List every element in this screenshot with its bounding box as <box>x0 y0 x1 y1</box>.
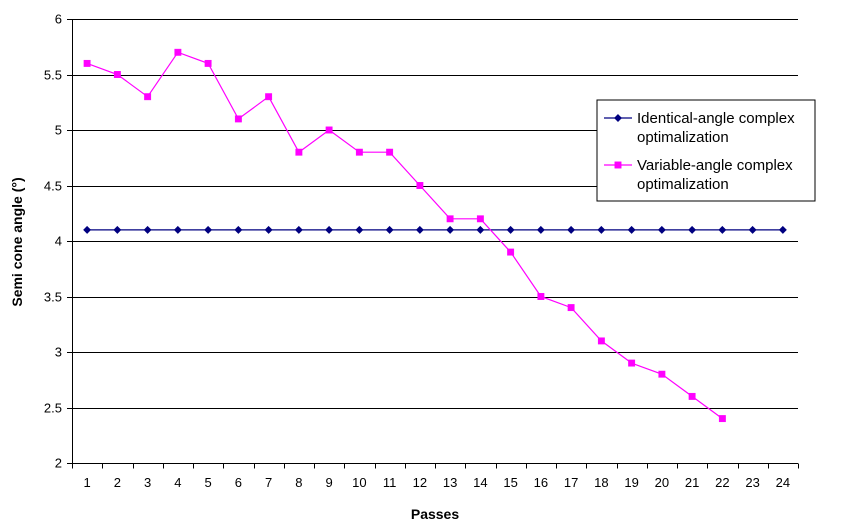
square-marker <box>476 215 484 223</box>
diamond-marker <box>264 225 273 234</box>
square-marker <box>537 293 545 300</box>
legend-box <box>596 99 816 202</box>
square-marker <box>628 359 636 367</box>
square-marker <box>144 93 152 101</box>
diamond-marker <box>385 225 394 234</box>
x-tick-label: 22 <box>715 475 729 490</box>
diamond-marker <box>567 225 576 234</box>
square-marker <box>386 148 394 156</box>
series-2 <box>83 48 726 423</box>
square-marker <box>174 48 182 56</box>
axis-layer <box>67 19 799 469</box>
diamond-marker <box>173 225 182 234</box>
diamond-marker <box>718 225 727 234</box>
label-layer: 22.533.544.555.561 2 3 4 5 6 7 8 9 10 11 12 13 14 15 16… <box>44 12 790 491</box>
x-tick-label: 9 <box>326 475 333 490</box>
diamond-marker <box>476 225 485 234</box>
x-tick-label: 18 <box>594 475 608 490</box>
square-marker <box>597 337 605 345</box>
y-tick-label: 6 <box>55 12 62 27</box>
legend-item: Identical-angle complex optimalization <box>604 110 795 146</box>
square-marker <box>718 415 726 423</box>
square-marker <box>113 71 121 78</box>
diamond-marker <box>748 225 757 234</box>
diamond-marker <box>778 225 787 234</box>
legend-label: Variable-angle complex optimalization <box>637 157 793 193</box>
legend-label: Identical-angle complex optimalization <box>637 110 795 146</box>
diamond-marker <box>688 225 697 234</box>
x-tick-label: 13 <box>443 475 457 490</box>
x-tick-label: 2 <box>114 475 121 490</box>
x-tick-label: 14 <box>473 475 487 490</box>
series-layer <box>83 48 787 423</box>
series-line <box>86 51 723 420</box>
x-axis-title: Passes <box>411 506 459 522</box>
x-tick-label: 24 <box>776 475 790 490</box>
x-tick-label: 16 <box>534 475 548 490</box>
diamond-marker <box>597 225 606 234</box>
square-marker <box>567 304 575 312</box>
y-tick-label: 4.5 <box>44 179 62 194</box>
diamond-marker <box>614 114 622 122</box>
diamond-marker <box>627 225 636 234</box>
x-tick-label: 8 <box>295 475 302 490</box>
x-tick-label: 6 <box>235 475 242 490</box>
x-tick-label: 19 <box>624 475 638 490</box>
x-tick-label: 21 <box>685 475 699 490</box>
x-tick-label: 1 <box>84 475 91 490</box>
square-marker <box>688 392 696 400</box>
y-tick-label: 3 <box>55 345 62 360</box>
diamond-marker <box>325 225 334 234</box>
y-tick-label: 2.5 <box>44 401 62 416</box>
diamond-marker <box>415 225 424 234</box>
square-marker <box>446 215 454 223</box>
x-tick-label: 4 <box>174 475 181 490</box>
grid-layer <box>72 19 798 409</box>
diamond-marker <box>355 225 364 234</box>
diamond-marker <box>657 225 666 234</box>
diamond-marker <box>446 225 455 234</box>
diamond-marker <box>113 225 122 234</box>
diamond-marker <box>234 225 243 234</box>
legend: Identical-angle complex optimalization Var… <box>596 99 816 202</box>
square-marker <box>355 148 363 156</box>
series-1 <box>83 225 787 234</box>
square-marker <box>204 59 212 67</box>
diamond-marker <box>204 225 213 234</box>
diamond-marker <box>83 225 92 234</box>
x-tick-label: 7 <box>265 475 272 490</box>
square-marker <box>295 148 303 156</box>
x-tick-label: 3 <box>144 475 151 490</box>
square-marker <box>265 93 273 101</box>
x-tick-label: 12 <box>413 475 427 490</box>
square-marker <box>325 126 333 134</box>
x-tick-label: 23 <box>745 475 759 490</box>
x-tick-label: 15 <box>503 475 517 490</box>
diamond-marker <box>536 225 545 234</box>
y-tick-label: 5.5 <box>44 68 62 83</box>
square-marker <box>507 248 515 256</box>
square-marker <box>83 59 91 67</box>
square-marker <box>658 370 666 378</box>
square-marker <box>416 182 424 189</box>
y-tick-label: 5 <box>55 123 62 138</box>
x-tick-label: 10 <box>352 475 366 490</box>
square-marker <box>614 161 622 169</box>
y-tick-label: 4 <box>55 234 62 249</box>
x-tick-label: 5 <box>205 475 212 490</box>
legend-item: Variable-angle complex optimalization <box>604 157 793 193</box>
diamond-marker <box>294 225 303 234</box>
x-tick-label: 11 <box>383 475 397 490</box>
diamond-marker <box>143 225 152 234</box>
y-axis-title: Semi cone angle (°) <box>9 177 25 306</box>
diamond-marker <box>506 225 515 234</box>
square-marker <box>234 115 242 123</box>
x-tick-label: 17 <box>564 475 578 490</box>
y-tick-label: 2 <box>55 456 62 471</box>
x-tick-label: 20 <box>655 475 669 490</box>
y-tick-label: 3.5 <box>44 290 62 305</box>
